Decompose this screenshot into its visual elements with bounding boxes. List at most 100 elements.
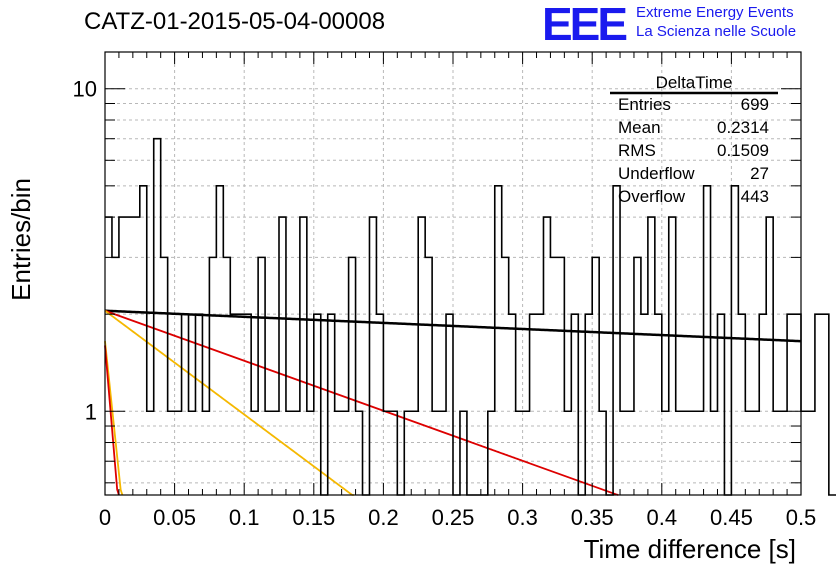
histogram-bin xyxy=(342,411,349,495)
histogram-bin xyxy=(272,411,279,495)
histogram-bin xyxy=(147,411,154,495)
histogram-bin xyxy=(404,411,411,495)
histogram-bin xyxy=(349,257,356,495)
histogram-bin xyxy=(230,314,237,495)
eee-logo-caption: Extreme Energy Events La Scienza nelle S… xyxy=(636,3,796,41)
logo-line-2: La Scienza nelle Scuole xyxy=(636,23,797,40)
stats-label: RMS xyxy=(618,141,656,160)
histogram-bin xyxy=(634,257,641,495)
histogram-bin xyxy=(411,411,418,495)
histogram-bin xyxy=(488,411,495,495)
histogram-bin xyxy=(655,314,662,495)
x-tick-label: 0.05 xyxy=(153,505,196,530)
histogram-bin xyxy=(244,314,251,495)
histogram-bin xyxy=(627,411,634,495)
histogram-bin xyxy=(390,411,397,495)
histogram-bin xyxy=(669,217,676,495)
histogram-bin xyxy=(293,411,300,495)
histogram-bin xyxy=(154,139,161,495)
histogram-bin xyxy=(648,217,655,495)
histogram-bin xyxy=(439,411,446,495)
histogram-bin xyxy=(216,186,223,495)
histogram-bin xyxy=(425,257,432,495)
stats-box: DeltaTime Entries 699 Mean 0.2314 RMS 0.1509 U… xyxy=(610,73,778,206)
histogram-bin xyxy=(112,257,119,495)
histogram-bin xyxy=(773,411,780,495)
x-tick-label: 0.3 xyxy=(507,505,538,530)
logo-line-1: Extreme Energy Events xyxy=(636,4,794,21)
fit-curve xyxy=(104,345,120,496)
histogram-bin xyxy=(209,257,216,495)
x-tick-label: 0.5 xyxy=(786,505,817,530)
histogram-bin xyxy=(766,217,773,495)
x-axis-title: Time difference [s] xyxy=(584,534,796,564)
histogram-bin xyxy=(223,257,230,495)
histogram-bin xyxy=(286,411,293,495)
histogram-bin xyxy=(516,411,523,495)
fit-curves xyxy=(104,309,802,496)
stats-title: DeltaTime xyxy=(656,73,733,92)
x-tick-label: 0.1 xyxy=(229,505,260,530)
histogram-bin xyxy=(641,314,648,495)
histogram-bin xyxy=(182,314,189,495)
x-tick-labels: 0 0.05 0.1 0.15 0.2 0.25 0.3 0.35 0.4 0.45 0.5 xyxy=(99,505,816,530)
histogram-bin xyxy=(265,411,272,495)
histogram-bin xyxy=(815,314,822,495)
histogram-bin xyxy=(356,411,363,495)
histogram-bin xyxy=(780,411,787,495)
stats-value: 0.1509 xyxy=(717,141,769,160)
histogram-bin xyxy=(119,217,126,495)
histogram-bin xyxy=(300,217,307,495)
histogram-bin xyxy=(738,314,745,495)
histogram-bin xyxy=(557,257,564,495)
histogram-bin xyxy=(328,314,335,495)
eee-logo: EEE xyxy=(542,0,628,50)
histogram-bin xyxy=(717,314,724,495)
histogram-bin xyxy=(752,411,759,495)
histogram-bin xyxy=(683,411,690,495)
histogram-bin xyxy=(745,411,752,495)
stats-rows: Entries 699 Mean 0.2314 RMS 0.1509 Underflow 27… xyxy=(618,95,769,206)
stats-value: 27 xyxy=(750,164,769,183)
histogram-bin xyxy=(460,411,467,495)
x-tick-label: 0.15 xyxy=(292,505,335,530)
stats-value: 443 xyxy=(741,187,769,206)
histogram-bin xyxy=(502,257,509,495)
histogram-bin xyxy=(794,314,801,495)
histogram-bin xyxy=(620,411,627,495)
stats-value: 699 xyxy=(741,95,769,114)
chart-title: CATZ-01-2015-05-04-00008 xyxy=(84,8,386,35)
histogram-bin xyxy=(592,257,599,495)
histogram-bin xyxy=(369,217,376,495)
histogram-bin xyxy=(307,411,314,495)
histogram-bin xyxy=(731,186,738,495)
histogram-bin xyxy=(495,186,502,495)
histogram-bin xyxy=(523,411,530,495)
histogram-bin xyxy=(376,314,383,495)
x-tick-label: 0.2 xyxy=(368,505,399,530)
y-tick-labels: 1 10 xyxy=(73,77,97,425)
histogram-bin xyxy=(613,186,620,495)
histogram-bin xyxy=(432,411,439,495)
fit-curve xyxy=(104,341,124,496)
histogram-bin xyxy=(808,411,815,495)
histogram-bin xyxy=(550,257,557,495)
histogram-bars xyxy=(105,137,836,496)
stats-label: Entries xyxy=(618,95,671,114)
histogram-bin xyxy=(759,314,766,495)
histogram-bin xyxy=(140,186,147,495)
histogram-bin xyxy=(690,411,697,495)
histogram-bin xyxy=(530,314,537,495)
stats-label: Mean xyxy=(618,118,661,137)
histogram-bin xyxy=(704,186,711,495)
x-tick-label: 0 xyxy=(99,505,111,530)
histogram-bin xyxy=(314,314,321,495)
y-tick-label: 1 xyxy=(85,399,97,424)
y-tick-label: 10 xyxy=(73,77,97,102)
stats-label: Underflow xyxy=(618,164,695,183)
histogram-bin xyxy=(168,411,175,495)
histogram-bin xyxy=(822,314,829,495)
histogram-bin xyxy=(446,314,453,495)
histogram-bin xyxy=(237,314,244,495)
